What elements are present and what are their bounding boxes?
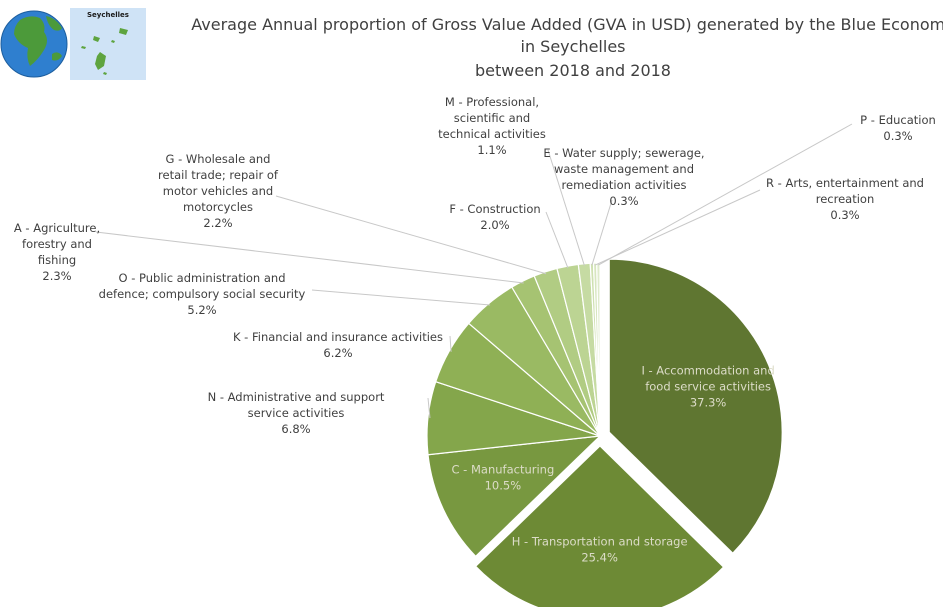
pie-slice [474, 445, 725, 607]
slice-labels: I - Accommodation and food service activi… [14, 95, 936, 564]
leader-line [275, 195, 547, 275]
slice-label: C - Manufacturing 10.5% [452, 463, 555, 493]
seychelles-map-inset: Seychelles [70, 8, 146, 80]
slice-label: E - Water supply; sewerage, waste managem… [543, 146, 704, 208]
map-inset-caption: Seychelles [87, 11, 129, 19]
chart-title-line-3: between 2018 and 2018 [475, 61, 671, 80]
leader-line [598, 123, 853, 266]
slice-label: F - Construction 2.0% [449, 202, 540, 232]
leader-line [547, 149, 585, 266]
slice-label: O - Public administration and defence; co… [99, 271, 306, 317]
islands-icon [81, 28, 128, 75]
pie-slice [608, 258, 783, 555]
globe-icon [0, 10, 68, 78]
slice-label: N - Administrative and support service ac… [208, 390, 385, 436]
leader-line [545, 211, 569, 269]
leader-line [449, 335, 452, 352]
slice-label: G - Wholesale and retail trade; repair of… [158, 152, 279, 230]
slice-label: K - Financial and insurance activities 6.… [233, 330, 443, 360]
leader-lines [95, 123, 853, 419]
leader-line [95, 231, 524, 284]
slice-label: P - Education 0.3% [860, 113, 936, 143]
slice-label: A - Agriculture, forestry and fishing 2.3% [14, 221, 100, 283]
leader-line [427, 397, 431, 419]
slice-label: R - Arts, entertainment and recreation 0.3… [766, 176, 924, 222]
chart-title: Average Annual proportion of Gross Value… [191, 15, 943, 80]
chart-title-line-1: Average Annual proportion of Gross Value… [191, 15, 943, 34]
slice-label: M - Professional, scientific and technical… [438, 95, 546, 157]
chart-title-line-2: in Seychelles [521, 37, 626, 56]
slice-label: H - Transportation and storage 25.4% [512, 534, 688, 564]
leader-line [591, 199, 613, 266]
slice-label: I - Accommodation and food service activi… [641, 364, 774, 410]
leader-line [594, 189, 761, 266]
pie-slices [426, 258, 783, 607]
pie-slice [427, 435, 602, 558]
leader-line [311, 289, 491, 306]
